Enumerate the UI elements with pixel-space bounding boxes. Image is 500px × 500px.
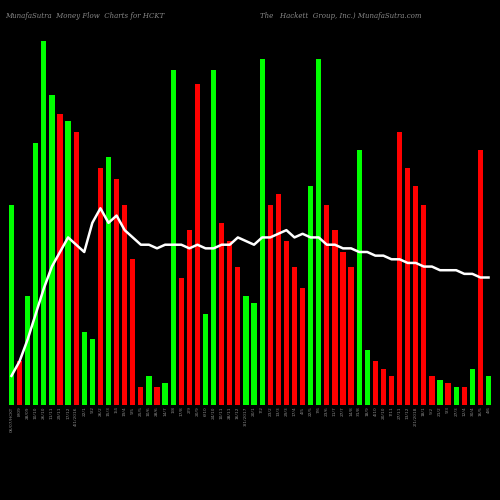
Bar bbox=[90, 340, 95, 405]
Bar bbox=[284, 241, 289, 405]
Bar bbox=[308, 186, 314, 405]
Bar bbox=[316, 59, 322, 405]
Bar bbox=[106, 158, 111, 405]
Bar bbox=[430, 376, 434, 405]
Bar bbox=[260, 59, 265, 405]
Bar bbox=[324, 204, 330, 405]
Bar bbox=[470, 368, 475, 405]
Bar bbox=[356, 150, 362, 405]
Bar bbox=[146, 376, 152, 405]
Text: The   Hackett  Group, Inc.) MunafaSutra.com: The Hackett Group, Inc.) MunafaSutra.com bbox=[260, 12, 422, 20]
Bar bbox=[446, 383, 450, 405]
Bar bbox=[130, 260, 136, 405]
Bar bbox=[9, 204, 14, 405]
Bar bbox=[50, 96, 54, 405]
Bar bbox=[421, 204, 426, 405]
Bar bbox=[98, 168, 103, 405]
Bar bbox=[186, 230, 192, 405]
Text: MunafaSutra  Money Flow  Charts for HCKT: MunafaSutra Money Flow Charts for HCKT bbox=[5, 12, 164, 20]
Bar bbox=[58, 114, 62, 405]
Bar bbox=[219, 223, 224, 405]
Bar bbox=[292, 266, 297, 405]
Bar bbox=[478, 150, 483, 405]
Bar bbox=[438, 380, 442, 405]
Bar bbox=[397, 132, 402, 405]
Bar bbox=[268, 204, 273, 405]
Bar bbox=[389, 376, 394, 405]
Bar bbox=[25, 296, 30, 405]
Bar bbox=[82, 332, 87, 405]
Bar bbox=[162, 383, 168, 405]
Bar bbox=[33, 142, 38, 405]
Bar bbox=[66, 121, 70, 405]
Bar bbox=[178, 278, 184, 405]
Bar bbox=[235, 266, 240, 405]
Bar bbox=[381, 368, 386, 405]
Bar bbox=[244, 296, 248, 405]
Bar bbox=[300, 288, 305, 405]
Bar bbox=[122, 204, 128, 405]
Bar bbox=[74, 132, 79, 405]
Bar bbox=[276, 194, 281, 405]
Bar bbox=[405, 168, 410, 405]
Bar bbox=[348, 266, 354, 405]
Bar bbox=[154, 387, 160, 405]
Bar bbox=[364, 350, 370, 405]
Bar bbox=[170, 70, 176, 405]
Bar bbox=[454, 387, 459, 405]
Bar bbox=[138, 387, 143, 405]
Bar bbox=[227, 241, 232, 405]
Bar bbox=[195, 84, 200, 405]
Bar bbox=[372, 362, 378, 405]
Bar bbox=[252, 303, 256, 405]
Bar bbox=[114, 179, 119, 405]
Bar bbox=[211, 70, 216, 405]
Bar bbox=[340, 252, 345, 405]
Bar bbox=[41, 40, 46, 405]
Bar bbox=[462, 387, 467, 405]
Bar bbox=[332, 230, 338, 405]
Bar bbox=[413, 186, 418, 405]
Bar bbox=[17, 362, 22, 405]
Bar bbox=[486, 376, 491, 405]
Bar bbox=[203, 314, 208, 405]
